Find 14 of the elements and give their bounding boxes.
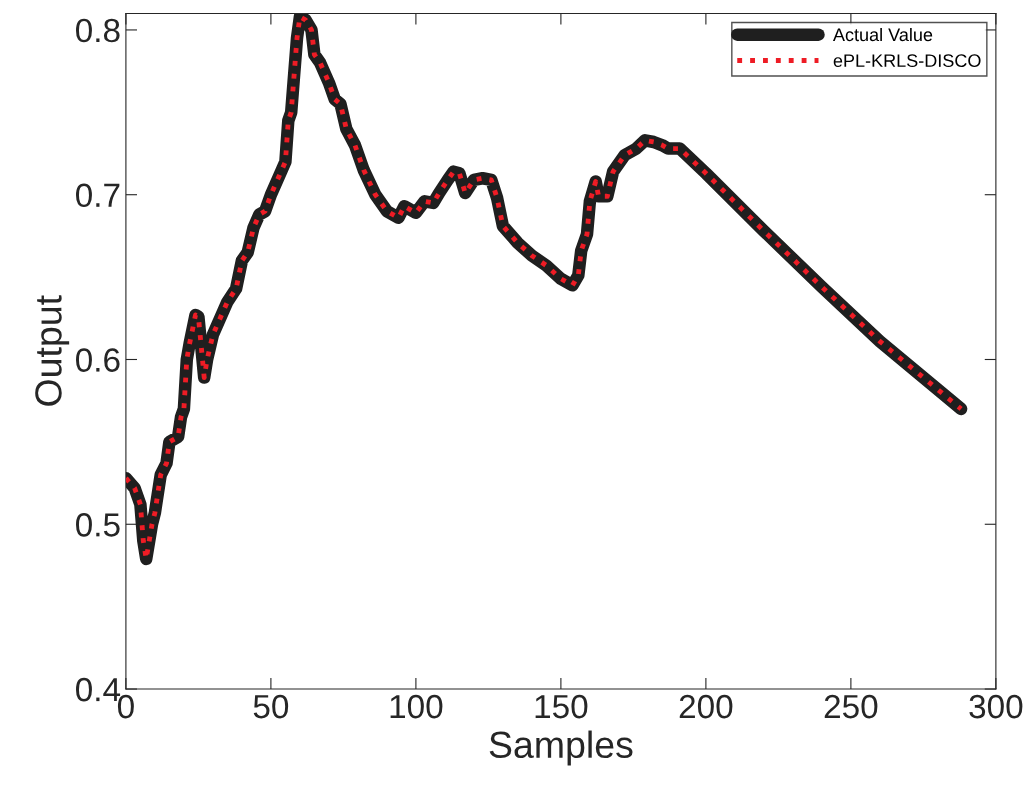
y-axis-title: Output: [35, 295, 70, 406]
legend-label: Actual Value: [832, 27, 933, 42]
y-tick-label: 0.5: [76, 513, 120, 537]
x-tick-label: 250: [824, 694, 878, 719]
x-tick-label: 100: [390, 694, 443, 719]
x-tick-label: 50: [253, 694, 289, 719]
legend-label: ePL-KRLS-DISCO: [833, 54, 981, 68]
x-tick-label: 300: [969, 694, 1023, 719]
x-axis-title: Samples: [489, 730, 633, 766]
x-tick-label: 200: [679, 694, 733, 719]
x-tick-label: 150: [535, 694, 588, 719]
y-tick-label: 0.6: [76, 348, 120, 372]
y-tick-label: 0.7: [76, 183, 120, 208]
y-tick-label: 0.8: [76, 18, 120, 43]
